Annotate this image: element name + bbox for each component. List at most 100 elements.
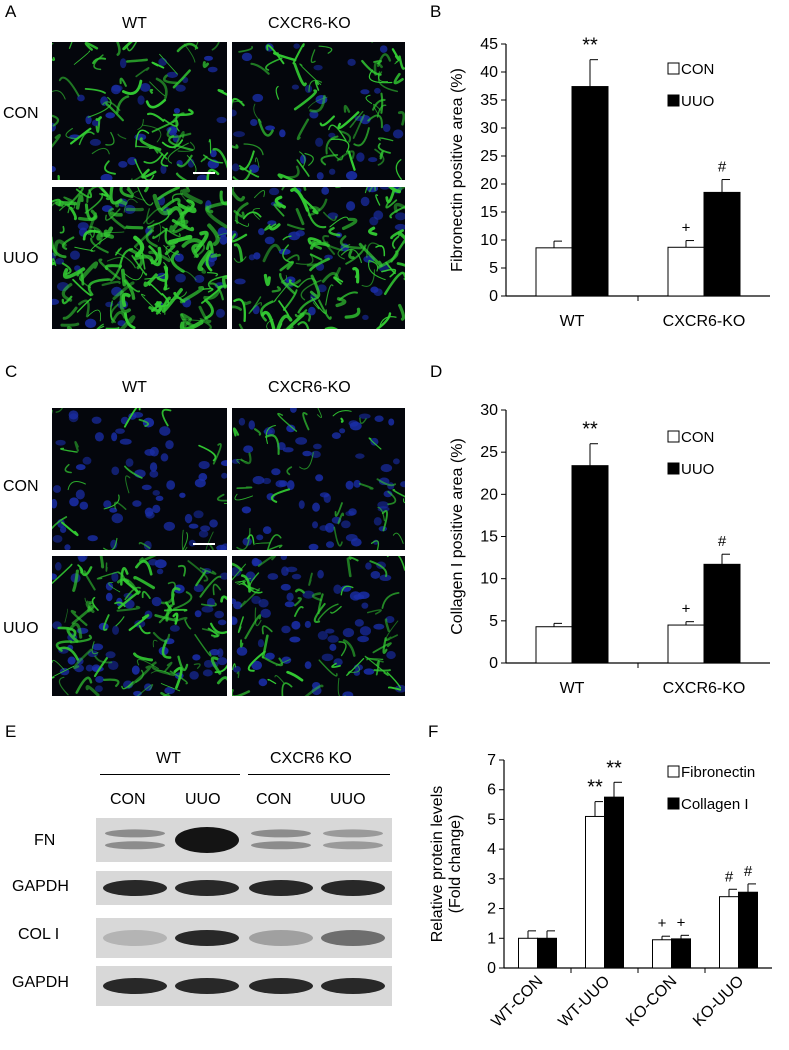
bar-con <box>667 624 705 664</box>
legend-label: UUO <box>681 461 714 478</box>
bar-uuo <box>571 465 609 664</box>
significance-mark: ** <box>587 777 603 799</box>
y-tick-label: 0 <box>489 288 498 305</box>
blot-strip-coli <box>96 918 392 958</box>
x-tick-label: KO-UUO <box>690 973 747 1030</box>
legend-swatch <box>667 462 680 475</box>
blot-lane-label-2: UUO <box>185 791 221 808</box>
micrograph-a-ko-uuo <box>232 187 405 329</box>
bar-collagen-i <box>671 938 691 969</box>
blot-band <box>251 841 311 850</box>
bar-fibronectin <box>719 896 739 969</box>
legend-swatch <box>667 94 680 107</box>
y-tick-label: 45 <box>480 36 498 53</box>
blot-row-label-gapdh-1: GAPDH <box>12 878 69 895</box>
significance-mark: # <box>718 533 727 550</box>
y-tick-label: 25 <box>480 444 498 461</box>
micrograph-a-wt-uuo <box>52 187 227 329</box>
micrograph-c-ko-uuo <box>232 556 405 696</box>
legend-label: CON <box>681 61 714 78</box>
y-tick-label: 15 <box>480 529 498 546</box>
row-label-uuo-c: UUO <box>3 620 39 637</box>
significance-mark: ** <box>582 419 598 441</box>
blot-band <box>249 978 313 994</box>
y-axis-label: Relative protein levels <box>429 786 446 943</box>
x-tick-label: WT <box>560 313 585 330</box>
y-tick-label: 5 <box>489 613 498 630</box>
legend-swatch <box>667 62 680 75</box>
blot-band <box>103 978 167 994</box>
x-tick-label: WT <box>560 680 585 697</box>
panel-label-d: D <box>430 362 443 381</box>
y-tick-label: 0 <box>489 655 498 672</box>
legend-label: CON <box>681 429 714 446</box>
blot-band <box>323 829 383 838</box>
blot-band <box>175 930 239 946</box>
blot-band <box>175 827 239 853</box>
blot-strip-fn <box>96 818 392 862</box>
y-tick-label: 1 <box>487 930 496 947</box>
row-label-con-c: CON <box>3 478 39 495</box>
y-tick-label: 10 <box>480 571 498 588</box>
panel-label-a: A <box>5 2 17 21</box>
bar-collagen-i <box>738 891 758 969</box>
micrograph-a-ko-con <box>232 42 405 180</box>
y-tick-label: 3 <box>487 871 496 888</box>
y-tick-label: 35 <box>480 92 498 109</box>
legend-label: UUO <box>681 93 714 110</box>
y-tick-label: 25 <box>480 148 498 165</box>
row-label-con-a: CON <box>3 105 39 122</box>
col-label-ko-a: CXCR6-KO <box>268 15 351 32</box>
blot-band <box>321 930 385 946</box>
y-axis-label: Collagen I positive area (%) <box>449 438 466 635</box>
bar-fibronectin <box>652 939 672 969</box>
blot-row-label-coli: COL I <box>18 926 60 943</box>
legend-swatch <box>667 797 680 810</box>
significance-mark: + <box>682 601 691 618</box>
legend-label: Collagen I <box>681 796 749 813</box>
y-axis-label: Fibronectin positive area (%) <box>449 68 466 272</box>
blot-lane-label-3: CON <box>256 791 292 808</box>
x-tick-label: WT-UUO <box>555 973 613 1031</box>
y-tick-label: 20 <box>480 176 498 193</box>
y-tick-label: 6 <box>487 782 496 799</box>
scale-bar-c <box>193 543 215 545</box>
x-tick-label: KO-CON <box>623 973 680 1030</box>
blot-group-ko: CXCR6 KO <box>270 750 352 767</box>
col-label-wt-a: WT <box>122 15 147 32</box>
panel-label-b: B <box>430 2 442 21</box>
y-axis-label: (Fold change) <box>447 815 464 914</box>
blot-band <box>249 880 313 896</box>
significance-mark: + <box>658 915 667 932</box>
blot-group-wt: WT <box>156 750 181 767</box>
bar-uuo <box>571 86 609 297</box>
blot-band <box>251 829 311 838</box>
bar-con <box>667 246 705 297</box>
blot-band <box>321 880 385 896</box>
chart-collagen-area: 0 5 10 15 20 25 30 ** WT + # CXCR6-KO Collagen I pos… <box>449 402 770 697</box>
y-tick-label: 30 <box>480 120 498 137</box>
y-tick-label: 20 <box>480 486 498 503</box>
bar-collagen-i <box>604 796 624 969</box>
micrograph-a-wt-con <box>52 42 227 180</box>
y-tick-label: 10 <box>480 232 498 249</box>
bar-uuo <box>703 563 741 664</box>
y-tick-label: 40 <box>480 64 498 81</box>
blot-group-wt-underline <box>100 774 240 775</box>
significance-mark: # <box>725 868 734 885</box>
blot-band <box>321 978 385 994</box>
y-tick-label: 0 <box>487 960 496 977</box>
blot-lane-label-4: UUO <box>330 791 366 808</box>
y-tick-label: 5 <box>487 811 496 828</box>
significance-mark: # <box>744 863 753 880</box>
panel-label-e: E <box>5 722 17 741</box>
blot-strip-gapdh-1 <box>96 871 392 905</box>
significance-mark: ** <box>606 757 622 779</box>
bar-uuo <box>703 191 741 297</box>
bar-con <box>535 247 573 297</box>
chart-protein-levels: 0 1 2 3 4 5 6 7 WT-CON **** WT-UUO + + KO-CON # # KO-UUO… <box>429 752 772 1031</box>
bar-con <box>535 626 573 664</box>
y-tick-label: 5 <box>489 260 498 277</box>
blot-band <box>175 978 239 994</box>
blot-band <box>323 841 383 850</box>
